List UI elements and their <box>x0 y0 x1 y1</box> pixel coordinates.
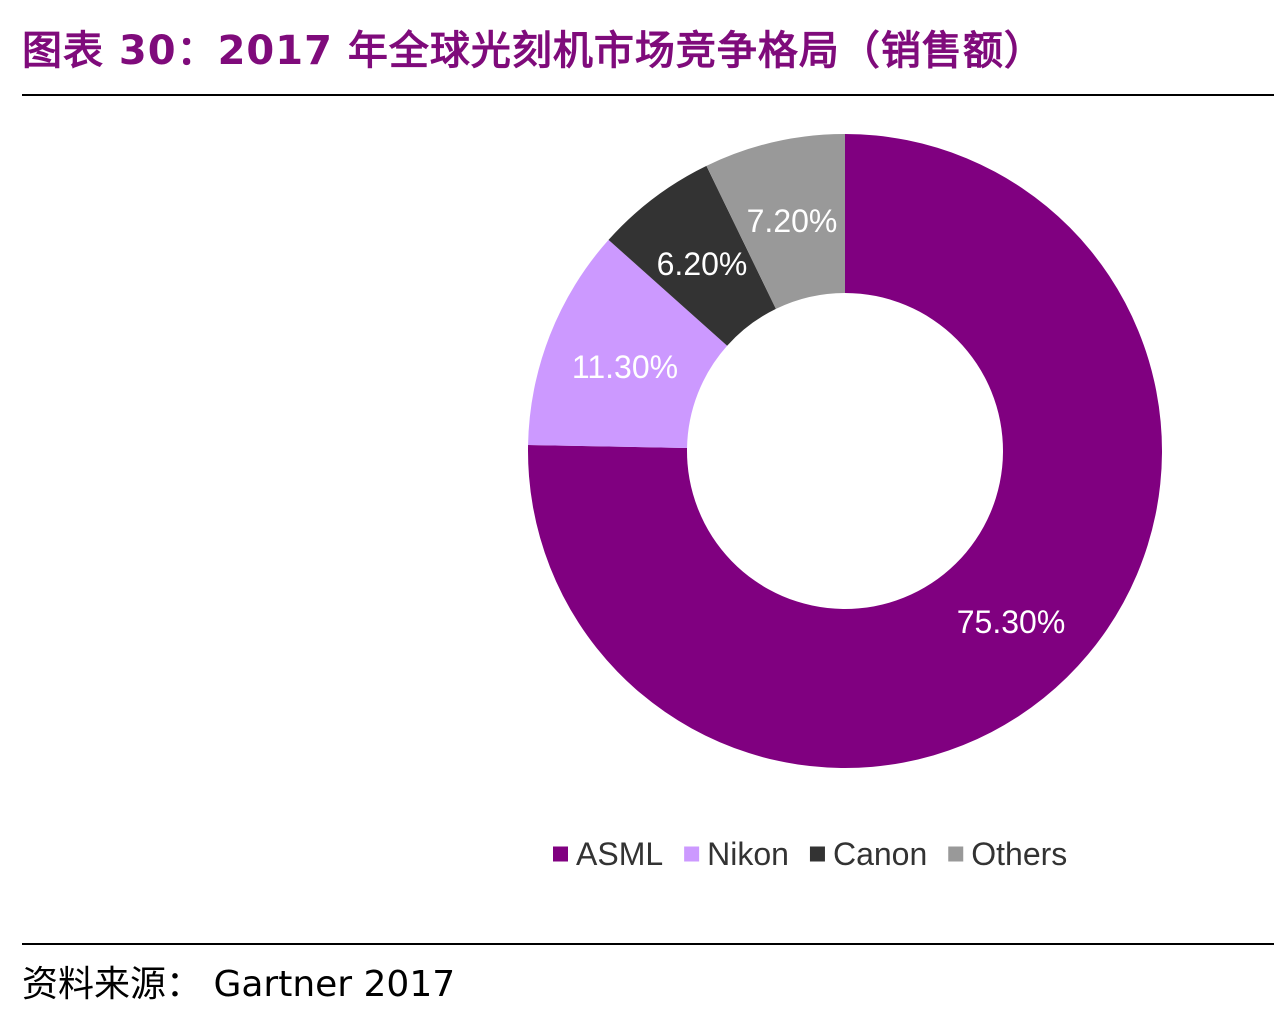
legend-label-canon: Canon <box>833 836 927 872</box>
slice-label-asml: 75.30% <box>957 604 1066 640</box>
slice-label-nikon: 11.30% <box>572 349 678 385</box>
legend-swatch-asml <box>553 846 568 862</box>
title-rule <box>22 94 1274 96</box>
slice-canon <box>608 165 776 346</box>
figure-title: 图表 30：2017 年全球光刻机市场竞争格局（销售额） <box>22 28 1045 74</box>
slice-labels: 75.30% 11.30% 6.20% 7.20% <box>572 203 1065 640</box>
source-note: 资料来源： Gartner 2017 <box>22 964 456 1005</box>
legend-label-asml: ASML <box>576 836 663 872</box>
chart-legend: ASML Nikon Canon Others <box>553 836 1067 872</box>
legend-label-nikon: Nikon <box>707 836 789 872</box>
slice-label-canon: 6.20% <box>657 246 748 282</box>
legend-swatch-nikon <box>684 846 700 862</box>
donut-chart: 75.30% 11.30% 6.20% 7.20% ASML Nikon Canon Oth… <box>528 134 1162 872</box>
slice-others <box>706 134 845 309</box>
legend-label-others: Others <box>971 836 1067 872</box>
legend-swatch-others <box>948 846 964 862</box>
legend-swatch-canon <box>809 846 825 862</box>
slice-asml <box>528 134 1162 768</box>
donut-slices <box>528 134 1162 768</box>
slice-nikon <box>528 239 728 449</box>
slice-label-others: 7.20% <box>747 203 838 239</box>
source-rule <box>22 943 1274 945</box>
